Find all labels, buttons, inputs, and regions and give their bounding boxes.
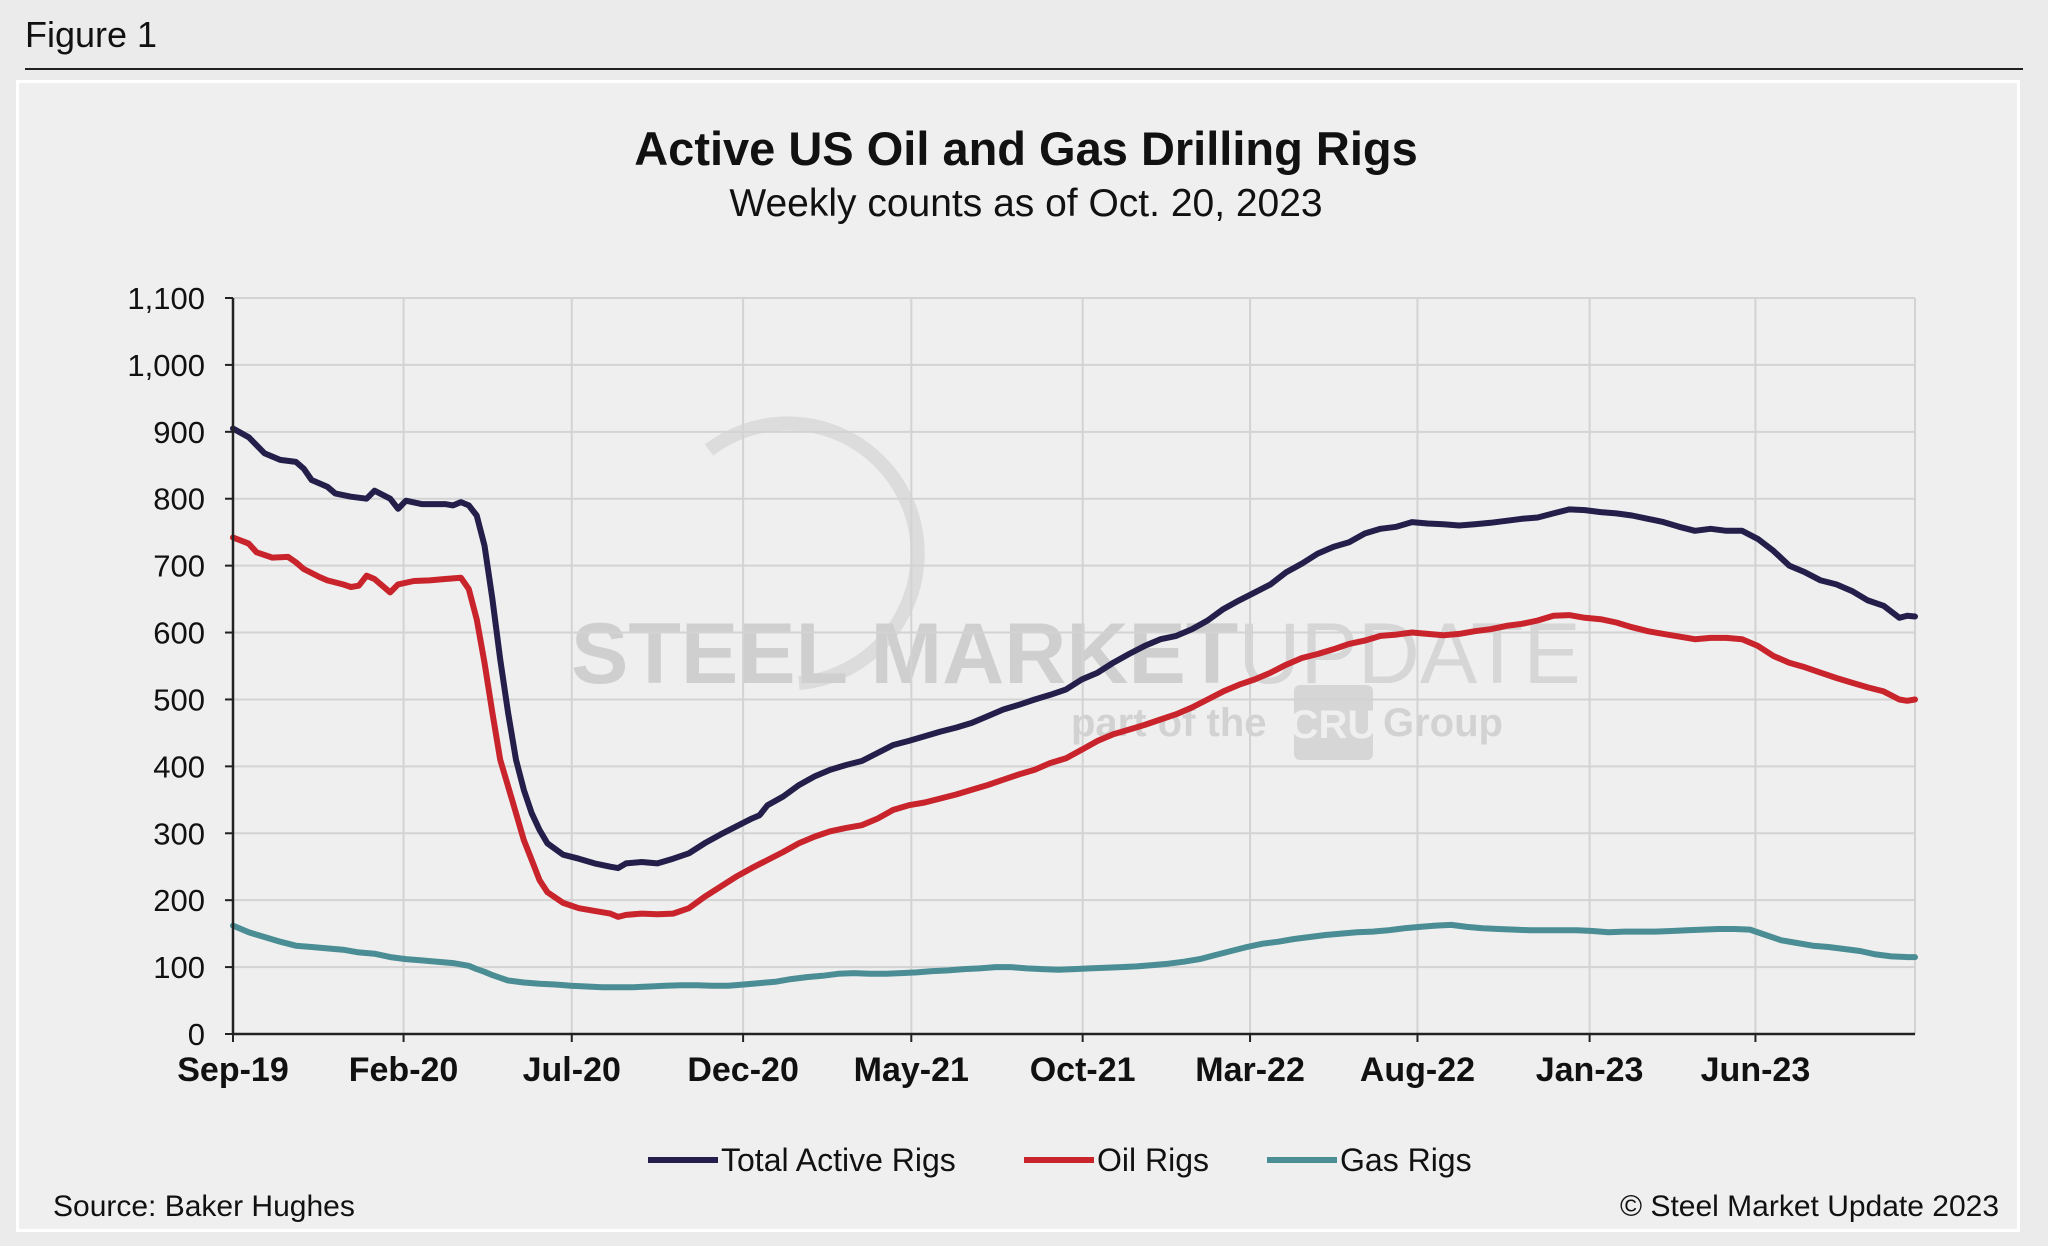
x-tick-label: Mar-22: [1195, 1051, 1305, 1089]
chart-title: Active US Oil and Gas Drilling Rigs: [634, 122, 1418, 175]
copyright-note: © Steel Market Update 2023: [1620, 1190, 1999, 1223]
y-tick-label: 500: [153, 682, 205, 717]
y-tick-label: 100: [153, 950, 205, 985]
watermark-tag-logo: CRU: [1290, 703, 1377, 747]
y-tick-label: 400: [153, 749, 205, 784]
x-tick-label: Aug-22: [1360, 1051, 1475, 1089]
x-tick-label: Jul-20: [523, 1051, 621, 1089]
y-tick-label: 200: [153, 883, 205, 918]
x-tick-label: Feb-20: [349, 1051, 459, 1089]
source-note: Source: Baker Hughes: [53, 1190, 355, 1223]
cru-logo-icon: [1294, 685, 1373, 760]
y-tick-label: 300: [153, 816, 205, 851]
x-tick-label: Oct-21: [1030, 1051, 1136, 1089]
series-line-oil-rigs: [230, 534, 1918, 920]
x-tick-label: Dec-20: [687, 1051, 799, 1089]
legend-label: Gas Rigs: [1340, 1142, 1472, 1178]
y-tick-label: 700: [153, 549, 205, 584]
legend: Total Active Rigs Oil Rigs Gas Rigs: [648, 1142, 1472, 1178]
watermark-tag-post: Group: [1383, 701, 1503, 745]
watermark: STEEL MARKETUPDATE part of the CRU Group: [571, 416, 1581, 760]
x-tick-label: May-21: [854, 1051, 969, 1089]
series-lines: [230, 425, 1918, 991]
series-line-gas-rigs: [230, 921, 1918, 991]
axes: [231, 298, 1915, 1036]
watermark-brand-bold: STEEL MARKET: [571, 606, 1238, 702]
gridlines: [233, 297, 1916, 1034]
figure-rule: [25, 68, 2023, 70]
y-tick-label: 800: [153, 482, 205, 517]
chart-svg: STEEL MARKETUPDATE part of the CRU Group…: [53, 122, 1999, 1223]
y-tick-label: 1,100: [127, 281, 205, 316]
chart-panel: STEEL MARKETUPDATE part of the CRU Group…: [16, 80, 2020, 1232]
chart-subtitle: Weekly counts as of Oct. 20, 2023: [729, 182, 1322, 225]
watermark-arc-icon: [704, 416, 925, 690]
x-tick-label: Sep-19: [177, 1051, 289, 1089]
figure-label: Figure 1: [25, 14, 158, 55]
legend-label: Total Active Rigs: [721, 1142, 956, 1178]
y-tick-label: 0: [188, 1017, 205, 1052]
x-tick-label: Jan-23: [1536, 1051, 1644, 1089]
y-tick-label: 600: [153, 616, 205, 651]
y-tick-label: 1,000: [127, 348, 205, 383]
x-tick-label: Jun-23: [1701, 1051, 1811, 1089]
x-axis-ticks: Sep-19 Feb-20 Jul-20 Dec-20 May-21 Oct-21 Mar-…: [177, 1034, 1810, 1089]
series-line-total-active-rigs: [230, 425, 1918, 872]
svg-text:STEEL MARKETUPDATE: STEEL MARKETUPDATE: [571, 606, 1581, 702]
legend-label: Oil Rigs: [1097, 1142, 1209, 1178]
y-tick-label: 900: [153, 415, 205, 450]
y-axis-ticks: 0 100 200 300 400 500 600 700 800 900 1,000 1,100: [127, 281, 233, 1052]
